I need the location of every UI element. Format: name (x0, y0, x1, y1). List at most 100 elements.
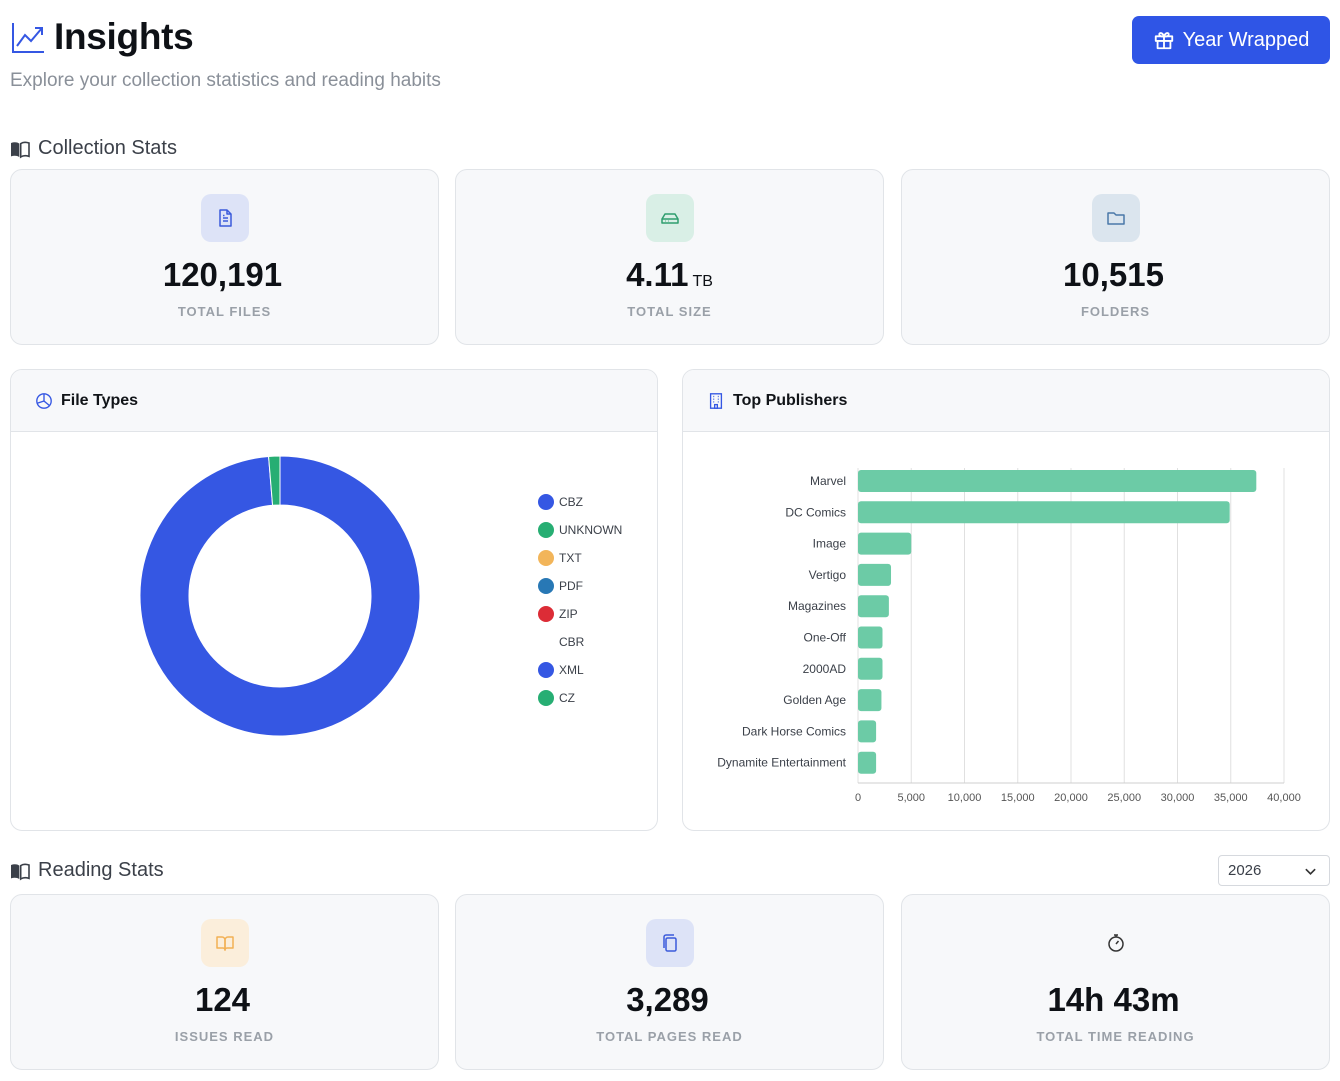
folder-icon (1106, 212, 1125, 225)
legend-item-cbr[interactable]: CBR (538, 628, 622, 656)
bar-category-label: Dark Horse Comics (742, 724, 846, 738)
stat-value: 10,515 (1063, 256, 1164, 293)
year-select-value: 2026 (1228, 862, 1262, 879)
year-wrapped-label: Year Wrapped (1182, 28, 1310, 51)
stat-value: 3,289 (626, 981, 709, 1018)
x-tick-label: 10,000 (948, 792, 982, 804)
legend-item-cz[interactable]: CZ (538, 684, 622, 712)
x-tick-label: 5,000 (897, 792, 925, 804)
title-row: Insights (10, 16, 1330, 58)
bar-category-label: Marvel (810, 474, 846, 488)
top-publishers-bar-chart: 0 5,000 10,000 15,000 20,000 25,000 30,000 35,0… (717, 468, 1301, 804)
file-icon (218, 209, 232, 227)
bar-dark-horse-comics[interactable] (858, 720, 877, 743)
bar-marvel[interactable] (858, 470, 1257, 492)
legend-dot (538, 550, 554, 566)
stat-icon-box (1091, 194, 1140, 242)
stat-icon-box (1092, 919, 1140, 967)
x-tick-label: 20,000 (1054, 792, 1088, 804)
legend-label: CZ (559, 691, 575, 705)
file-types-panel: File Types CBZ UNKNOWN TXT PDF ZIP CBR X… (10, 369, 658, 831)
stat-value: 14h 43m (1047, 981, 1180, 1018)
book-icon (11, 141, 30, 158)
stat-icon-box (200, 194, 249, 242)
legend-dot (538, 634, 554, 650)
bar-image[interactable] (858, 532, 912, 555)
x-tick-label: 40,000 (1267, 792, 1301, 804)
collection-stats-title: Collection Stats (38, 137, 177, 159)
pages-icon (662, 934, 677, 952)
pie-chart-icon (36, 392, 52, 409)
page-subtitle: Explore your collection statistics and r… (10, 70, 441, 91)
panel-header: Top Publishers (683, 370, 1329, 432)
stat-card-issues-read: 124 ISSUES READ (10, 894, 439, 1070)
stat-label: TOTAL FILES (177, 304, 272, 319)
bar-category-label: DC Comics (785, 505, 846, 519)
file-types-donut-chart (139, 455, 421, 737)
stat-label: TOTAL PAGES READ (596, 1029, 743, 1044)
bar-dynamite-entertainment[interactable] (858, 751, 877, 774)
bar-category-label: Magazines (788, 599, 846, 613)
stat-card-total-size: 4.11 TB TOTAL SIZE (455, 169, 884, 345)
year-wrapped-button[interactable]: Year Wrapped (1132, 16, 1330, 64)
trending-up-icon (12, 23, 44, 53)
collection-stats-heading: Collection Stats (10, 137, 177, 160)
x-tick-label: 30,000 (1161, 792, 1195, 804)
file-types-legend: CBZ UNKNOWN TXT PDF ZIP CBR XML CZ (538, 488, 622, 712)
gift-icon (1154, 32, 1173, 50)
x-tick-label: 25,000 (1107, 792, 1141, 804)
bar-2000ad[interactable] (858, 657, 883, 680)
stat-label: FOLDERS (1080, 304, 1151, 319)
x-tick-label: 0 (855, 792, 861, 804)
donut-slice-unknown[interactable] (268, 455, 281, 506)
reading-stats-heading: Reading Stats (10, 859, 164, 882)
panel-header: File Types (11, 370, 657, 432)
donut-slice-cbz[interactable] (139, 455, 421, 737)
legend-item-pdf[interactable]: PDF (538, 572, 622, 600)
bar-category-label: Vertigo (809, 568, 847, 582)
stat-label: TOTAL SIZE (627, 304, 712, 319)
legend-label: XML (559, 663, 584, 677)
bar-one-off[interactable] (858, 626, 883, 649)
bar-vertigo[interactable] (858, 563, 892, 586)
legend-item-xml[interactable]: XML (538, 656, 622, 684)
stat-icon-box (645, 194, 694, 242)
stat-card-total-pages-read: 3,289 TOTAL PAGES READ (455, 894, 884, 1070)
legend-dot (538, 690, 554, 706)
legend-item-zip[interactable]: ZIP (538, 600, 622, 628)
building-icon (709, 392, 723, 409)
hard-drive-icon (660, 213, 679, 224)
x-tick-label: 15,000 (1001, 792, 1035, 804)
x-tick-label: 35,000 (1214, 792, 1248, 804)
legend-dot (538, 578, 554, 594)
bar-golden-age[interactable] (858, 689, 882, 712)
legend-label: PDF (559, 579, 583, 593)
stat-icon-box (645, 919, 694, 967)
bar-category-label: One-Off (804, 631, 847, 645)
bar-magazines[interactable] (858, 595, 889, 618)
page-title: Insights (54, 16, 194, 57)
legend-label: TXT (559, 551, 582, 565)
stat-card-folders: 10,515 FOLDERS (901, 169, 1330, 345)
bar-dc-comics[interactable] (858, 501, 1230, 524)
legend-item-txt[interactable]: TXT (538, 544, 622, 572)
legend-dot (538, 494, 554, 510)
stat-card-total-time-reading: 14h 43m TOTAL TIME READING (901, 894, 1330, 1070)
legend-label: ZIP (559, 607, 578, 621)
legend-label: CBZ (559, 495, 583, 509)
stat-value: 124 (194, 981, 251, 1018)
bar-category-label: Golden Age (783, 693, 846, 707)
chevron-down-icon (1305, 868, 1316, 876)
legend-item-unknown[interactable]: UNKNOWN (538, 516, 622, 544)
stat-value: 120,191 (162, 256, 283, 293)
stopwatch-icon (1107, 934, 1124, 952)
top-publishers-panel: Top Publishers 0 5,000 10,000 15,000 20,000 2… (682, 369, 1330, 831)
year-select[interactable]: 2026 (1218, 855, 1330, 886)
stat-label: ISSUES READ (174, 1029, 275, 1044)
bar-category-label: 2000AD (803, 662, 847, 676)
page-header: Insights Explore your collection statist… (10, 16, 1330, 96)
legend-dot (538, 606, 554, 622)
legend-item-cbz[interactable]: CBZ (538, 488, 622, 516)
reading-stats-title: Reading Stats (38, 859, 164, 881)
book-icon (11, 863, 30, 880)
